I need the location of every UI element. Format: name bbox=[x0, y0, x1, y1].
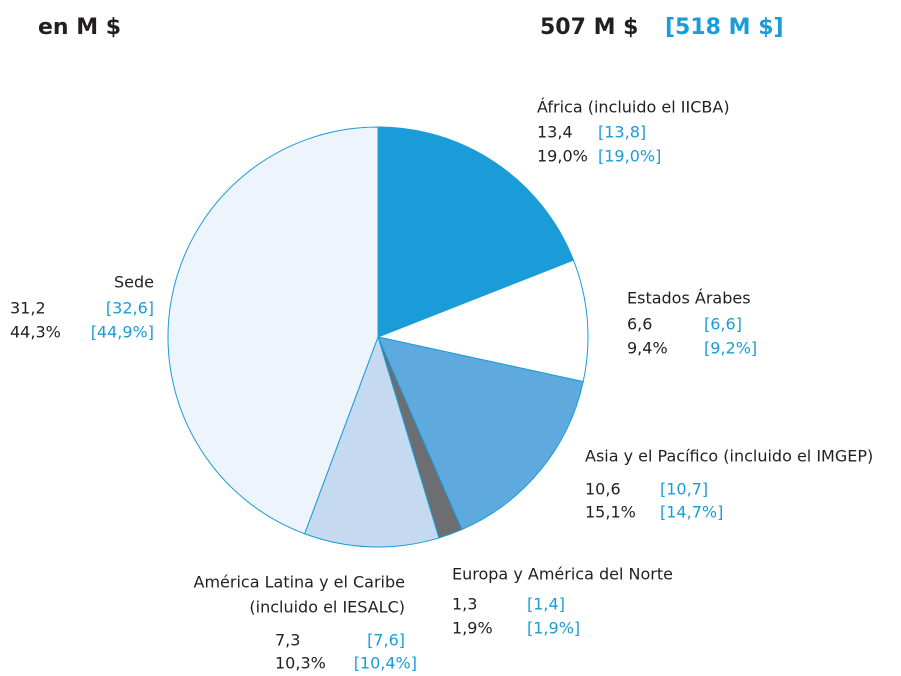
category-label: Europa y América del Norte bbox=[452, 565, 673, 584]
category-label: Estados Árabes bbox=[627, 289, 751, 308]
pie-slice bbox=[377, 126, 575, 338]
prior-value-label: [10,7] bbox=[660, 480, 708, 499]
category-label: Sede bbox=[114, 273, 154, 292]
percent-label: 44,3% bbox=[10, 323, 61, 342]
pie-slice bbox=[376, 259, 589, 383]
value-label: 1,3 bbox=[452, 595, 477, 614]
pie-slice bbox=[377, 336, 584, 531]
percent-label: 15,1% bbox=[585, 503, 636, 522]
value-label: 7,3 bbox=[275, 631, 300, 650]
value-label: 31,2 bbox=[10, 299, 46, 318]
prior-value-label: [6,6] bbox=[704, 315, 742, 334]
value-label: 6,6 bbox=[627, 315, 652, 334]
prior-value-label: [32,6] bbox=[106, 299, 154, 318]
percent-label: 9,4% bbox=[627, 339, 668, 358]
category-label: África (incluido el IICBA) bbox=[537, 98, 730, 117]
percent-label: 1,9% bbox=[452, 619, 493, 638]
category-label: (incluido el IESALC) bbox=[249, 598, 405, 617]
prior-percent-label: [19,0%] bbox=[598, 147, 661, 166]
prior-value-label: [13,8] bbox=[598, 123, 646, 142]
value-label: 13,4 bbox=[537, 123, 573, 142]
value-label: 10,6 bbox=[585, 480, 621, 499]
unit-label: en M $ bbox=[38, 15, 121, 40]
prior-value-label: [7,6] bbox=[367, 631, 405, 650]
chart-title-prior: [518 M $] bbox=[665, 15, 784, 40]
prior-value-label: [1,4] bbox=[527, 595, 565, 614]
prior-percent-label: [10,4%] bbox=[354, 654, 417, 673]
pie-slice bbox=[167, 126, 379, 535]
prior-percent-label: [44,9%] bbox=[91, 323, 154, 342]
percent-label: 19,0% bbox=[537, 147, 588, 166]
category-label: Asia y el Pacífico (incluido el IMGEP) bbox=[585, 447, 873, 466]
category-label: América Latina y el Caribe bbox=[194, 573, 405, 592]
chart-title: 507 M $ bbox=[540, 15, 638, 40]
pie-slice bbox=[303, 335, 440, 548]
prior-percent-label: [14,7%] bbox=[660, 503, 723, 522]
prior-percent-label: [9,2%] bbox=[704, 339, 757, 358]
percent-label: 10,3% bbox=[275, 654, 326, 673]
prior-percent-label: [1,9%] bbox=[527, 619, 580, 638]
